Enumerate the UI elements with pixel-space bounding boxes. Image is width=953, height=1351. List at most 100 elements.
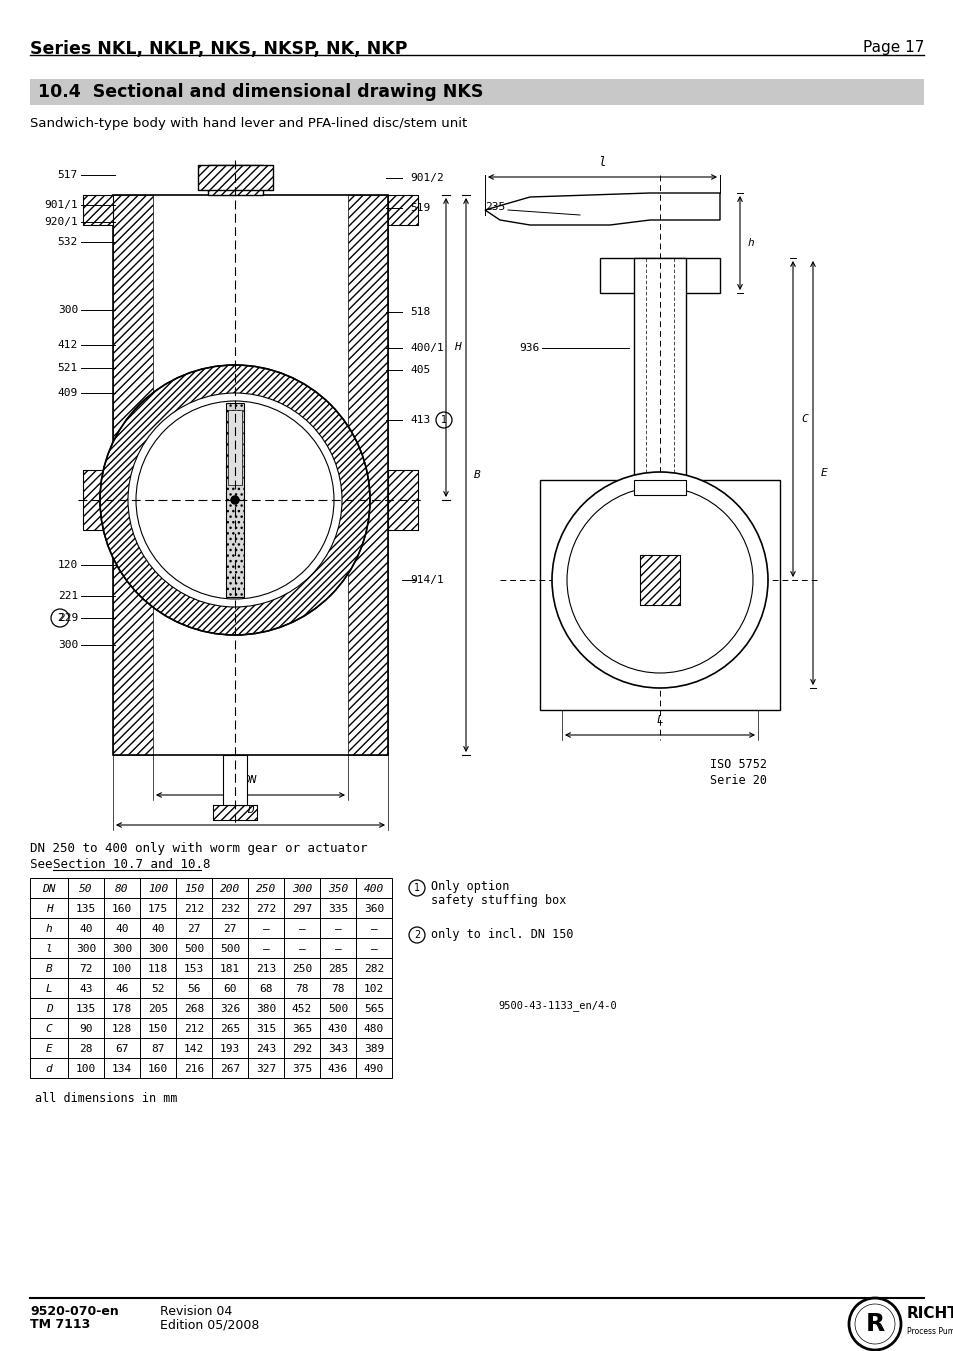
Text: 327: 327 xyxy=(255,1065,275,1074)
Text: 150: 150 xyxy=(148,1024,168,1034)
Bar xyxy=(319,1019,355,1038)
Text: l: l xyxy=(598,155,605,169)
Bar xyxy=(319,978,355,998)
Text: 300: 300 xyxy=(112,944,132,954)
Text: 52: 52 xyxy=(152,984,165,994)
Text: 78: 78 xyxy=(294,984,309,994)
Bar xyxy=(284,958,319,978)
Bar xyxy=(319,878,355,898)
Text: TM 7113: TM 7113 xyxy=(30,1319,91,1331)
Text: 490: 490 xyxy=(363,1065,384,1074)
Text: Edition 05/2008: Edition 05/2008 xyxy=(160,1319,259,1331)
Bar xyxy=(175,1038,212,1058)
Bar xyxy=(112,195,388,755)
Text: 268: 268 xyxy=(184,1004,204,1015)
Bar xyxy=(208,165,263,195)
Text: 272: 272 xyxy=(255,904,275,915)
Text: 250: 250 xyxy=(292,965,312,974)
Text: 178: 178 xyxy=(112,1004,132,1015)
Text: Page 17: Page 17 xyxy=(862,41,923,55)
Text: 480: 480 xyxy=(363,1024,384,1034)
Text: 282: 282 xyxy=(363,965,384,974)
Bar xyxy=(248,958,284,978)
Bar xyxy=(30,1058,68,1078)
Text: 205: 205 xyxy=(148,1004,168,1015)
Bar xyxy=(198,165,273,190)
Text: h: h xyxy=(747,238,754,249)
Bar xyxy=(140,938,175,958)
Bar xyxy=(175,898,212,917)
Bar xyxy=(248,1019,284,1038)
Text: 315: 315 xyxy=(255,1024,275,1034)
Text: 343: 343 xyxy=(328,1044,348,1054)
Bar xyxy=(212,917,248,938)
Bar xyxy=(248,917,284,938)
Bar xyxy=(639,555,679,605)
Text: 10.4  Sectional and dimensional drawing NKS: 10.4 Sectional and dimensional drawing N… xyxy=(38,82,483,101)
Bar xyxy=(104,998,140,1019)
Text: 375: 375 xyxy=(292,1065,312,1074)
Text: 920/1: 920/1 xyxy=(44,218,78,227)
Bar xyxy=(68,878,104,898)
Text: 936: 936 xyxy=(519,343,539,353)
Bar xyxy=(355,878,392,898)
Text: 901/2: 901/2 xyxy=(410,173,443,182)
Text: ISO 5752: ISO 5752 xyxy=(709,758,766,771)
Text: 413: 413 xyxy=(410,415,430,426)
Text: 87: 87 xyxy=(152,1044,165,1054)
Bar xyxy=(175,998,212,1019)
Bar xyxy=(140,978,175,998)
Text: d: d xyxy=(290,463,297,477)
Text: 521: 521 xyxy=(58,363,78,373)
Text: 200: 200 xyxy=(219,884,240,894)
Bar xyxy=(104,938,140,958)
Circle shape xyxy=(552,471,767,688)
Bar xyxy=(140,1058,175,1078)
Bar xyxy=(319,917,355,938)
Bar xyxy=(539,480,780,711)
Text: Series NKL, NKLP, NKS, NKSP, NK, NKP: Series NKL, NKLP, NKS, NKSP, NK, NKP xyxy=(30,41,407,58)
Bar xyxy=(284,978,319,998)
Text: R: R xyxy=(864,1312,883,1336)
Text: 28: 28 xyxy=(79,1044,92,1054)
Bar xyxy=(319,998,355,1019)
Bar xyxy=(30,958,68,978)
Text: 142: 142 xyxy=(184,1044,204,1054)
Bar xyxy=(175,958,212,978)
Text: 102: 102 xyxy=(363,984,384,994)
Bar xyxy=(248,898,284,917)
Bar xyxy=(355,898,392,917)
Text: 1: 1 xyxy=(440,415,447,426)
Text: 2: 2 xyxy=(414,929,419,940)
Text: L: L xyxy=(46,984,52,994)
Bar xyxy=(248,998,284,1019)
Text: 100: 100 xyxy=(112,965,132,974)
Text: Only option: Only option xyxy=(431,880,509,893)
Bar xyxy=(104,898,140,917)
Bar xyxy=(30,78,923,105)
Text: 160: 160 xyxy=(112,904,132,915)
Polygon shape xyxy=(226,403,244,597)
Text: 193: 193 xyxy=(219,1044,240,1054)
Polygon shape xyxy=(484,193,720,226)
Text: 292: 292 xyxy=(292,1044,312,1054)
Bar xyxy=(83,470,112,530)
Text: 500: 500 xyxy=(328,1004,348,1015)
Bar xyxy=(212,878,248,898)
Bar xyxy=(30,998,68,1019)
Bar xyxy=(175,978,212,998)
Text: 46: 46 xyxy=(115,984,129,994)
Bar xyxy=(30,878,68,898)
Bar xyxy=(30,1019,68,1038)
Bar xyxy=(104,958,140,978)
Text: 430: 430 xyxy=(328,1024,348,1034)
Text: 134: 134 xyxy=(112,1065,132,1074)
Bar xyxy=(68,998,104,1019)
Text: —: — xyxy=(335,944,341,954)
Bar xyxy=(212,958,248,978)
Text: Serie 20: Serie 20 xyxy=(709,774,766,788)
Bar xyxy=(30,938,68,958)
Text: —: — xyxy=(262,944,269,954)
Bar xyxy=(248,938,284,958)
Text: 565: 565 xyxy=(363,1004,384,1015)
